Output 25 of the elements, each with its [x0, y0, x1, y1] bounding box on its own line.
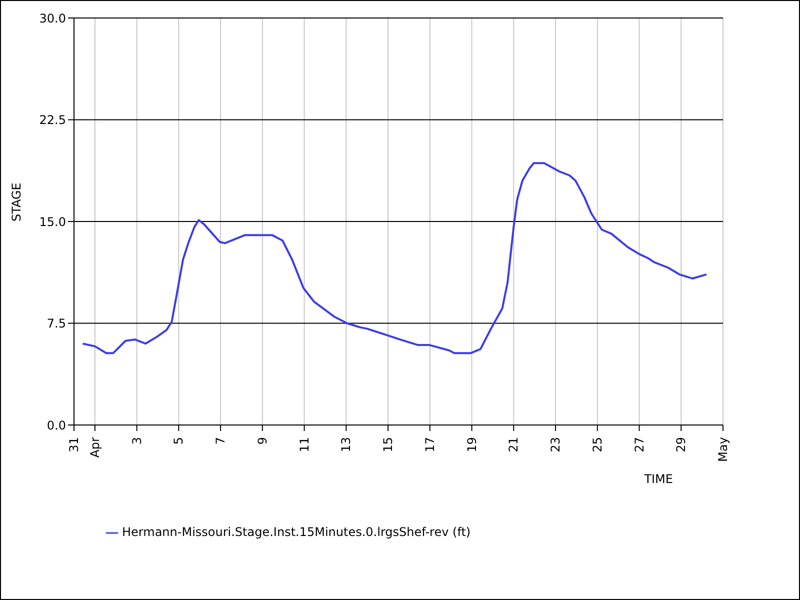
x-tick-label: 25 — [590, 437, 604, 452]
x-tick-label: 21 — [506, 437, 521, 452]
y-tick-label: 15.0 — [39, 214, 66, 229]
x-tick-label: 27 — [632, 437, 646, 452]
x-tick-label: 5 — [172, 437, 186, 445]
y-tick-label: 0.0 — [46, 418, 66, 432]
x-tick-label: 9 — [255, 437, 270, 445]
y-tick-label: 7.5 — [46, 316, 66, 331]
x-tick-label: 23 — [548, 437, 563, 452]
x-tick-label: 13 — [339, 437, 354, 452]
x-tick-label: 7 — [214, 437, 228, 445]
x-tick-label: 31 — [67, 437, 81, 452]
x-tick-label: 11 — [297, 437, 312, 452]
x-tick-label: 19 — [464, 437, 479, 452]
legend-label: Hermann-Missouri.Stage.Inst.15Minutes.0.lrgsShef-rev (ft) — [122, 525, 471, 539]
y-tick-label: 30.0 — [39, 11, 66, 26]
x-tick-label: 15 — [381, 437, 396, 452]
y-axis-title: STAGE — [9, 182, 24, 222]
x-axis-title: TIME — [643, 472, 673, 486]
x-tick-label: 3 — [130, 437, 144, 445]
x-tick-label: 29 — [674, 437, 688, 452]
x-tick-label: 17 — [422, 437, 437, 452]
y-tick-label: 22.5 — [39, 113, 66, 128]
x-tick-label: Apr — [88, 436, 102, 458]
x-tick-label: May — [716, 437, 730, 462]
